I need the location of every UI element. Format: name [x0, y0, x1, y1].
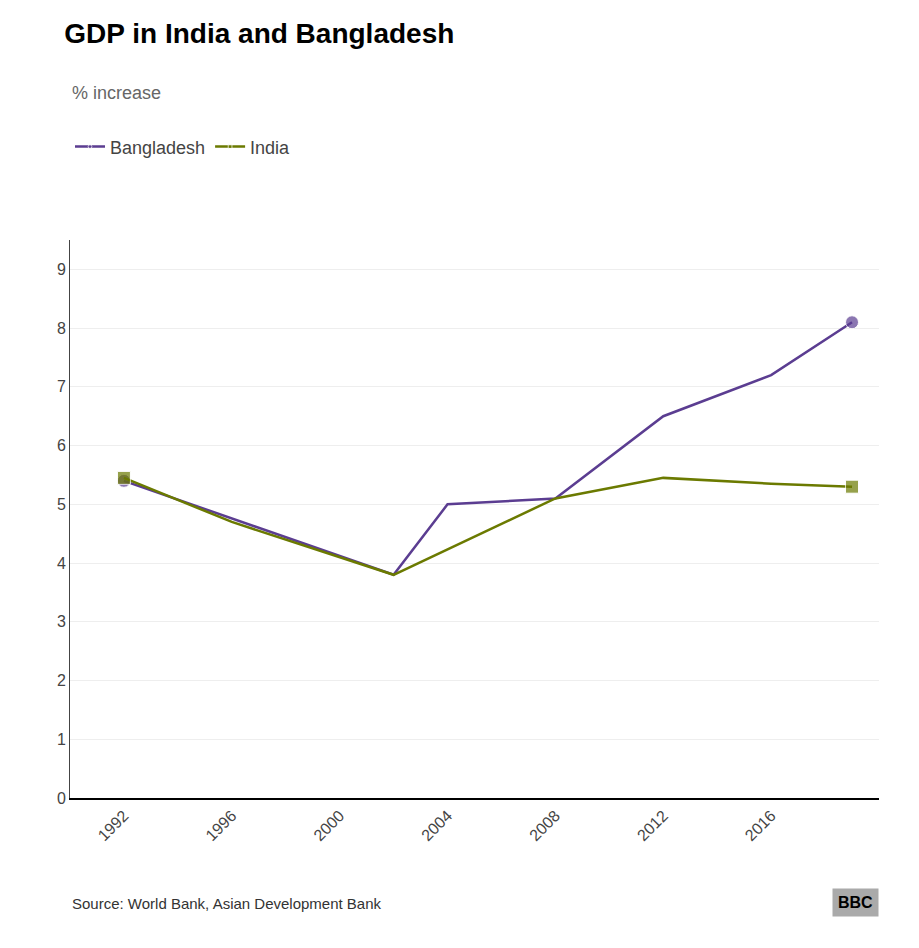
svg-text:1992: 1992 — [95, 807, 132, 844]
svg-text:6: 6 — [57, 437, 66, 454]
svg-text:3: 3 — [57, 613, 66, 630]
svg-text:Source: World Bank, Asian Deve: Source: World Bank, Asian Development Ba… — [72, 895, 382, 912]
svg-text:2000: 2000 — [310, 807, 347, 844]
svg-text:0: 0 — [57, 790, 66, 807]
svg-text:2016: 2016 — [742, 807, 779, 844]
svg-text:2012: 2012 — [634, 807, 671, 844]
svg-text:7: 7 — [57, 378, 66, 395]
svg-text:India: India — [250, 138, 290, 158]
svg-text:Bangladesh: Bangladesh — [110, 138, 205, 158]
svg-text:4: 4 — [57, 555, 66, 572]
svg-text:9: 9 — [57, 261, 66, 278]
svg-text:BBC: BBC — [838, 894, 873, 911]
svg-text:1996: 1996 — [202, 807, 239, 844]
svg-text:8: 8 — [57, 320, 66, 337]
svg-text:5: 5 — [57, 496, 66, 513]
svg-text:2: 2 — [57, 672, 66, 689]
svg-text:2004: 2004 — [418, 807, 455, 844]
svg-text:% increase: % increase — [72, 83, 161, 103]
svg-text:GDP in India and Bangladesh: GDP in India and Bangladesh — [64, 18, 454, 49]
svg-text:1: 1 — [57, 731, 66, 748]
svg-text:2008: 2008 — [526, 807, 563, 844]
